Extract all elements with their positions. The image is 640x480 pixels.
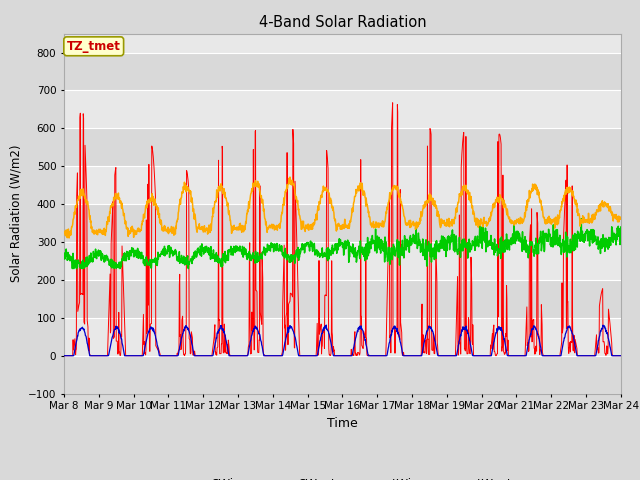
Bar	[64, 128, 621, 166]
Y-axis label: Solar Radiation (W/m2): Solar Radiation (W/m2)	[10, 145, 22, 282]
Bar	[64, 204, 621, 242]
Text: TZ_tmet: TZ_tmet	[67, 40, 121, 53]
Bar	[64, 52, 621, 90]
Legend: SWin, SWout, LWin, LWout: SWin, SWout, LWin, LWout	[168, 473, 517, 480]
Title: 4-Band Solar Radiation: 4-Band Solar Radiation	[259, 15, 426, 30]
Bar	[64, 280, 621, 318]
Bar	[64, 356, 621, 394]
X-axis label: Time: Time	[327, 417, 358, 430]
